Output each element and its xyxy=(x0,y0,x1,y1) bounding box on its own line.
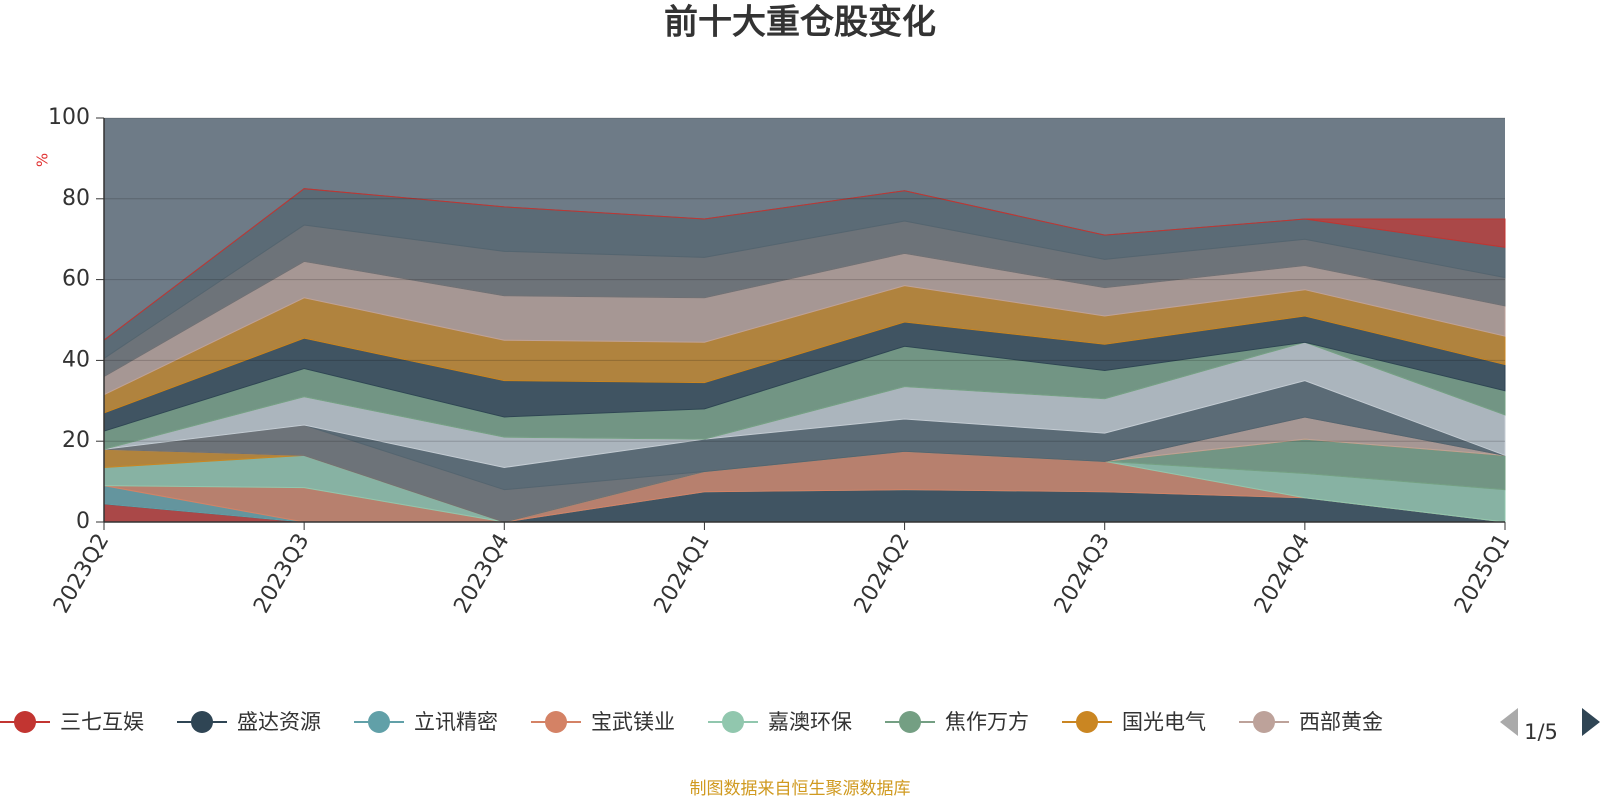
area xyxy=(103,188,1506,341)
x-tick-label: 2024Q1 xyxy=(650,530,715,618)
x-tick-label: 2025Q1 xyxy=(1450,530,1515,618)
y-unit: % xyxy=(34,153,52,167)
legend-marker xyxy=(14,711,36,733)
y-tick-label: 60 xyxy=(62,267,90,292)
legend-label: 宝武镁业 xyxy=(591,710,675,734)
source-note: 制图数据来自恒生聚源数据库 xyxy=(690,779,911,799)
legend-marker xyxy=(722,711,744,733)
x-tick-label: 2023Q3 xyxy=(249,530,314,618)
legend-marker xyxy=(368,711,390,733)
legend-marker xyxy=(545,711,567,733)
legend-next[interactable] xyxy=(1582,708,1600,736)
legend-prev[interactable] xyxy=(1500,708,1518,736)
y-tick-label: 80 xyxy=(62,186,90,211)
y-tick-label: 20 xyxy=(62,428,90,453)
x-tick-label: 2024Q2 xyxy=(850,530,915,618)
legend-page: 1/5 xyxy=(1524,720,1558,744)
legend-label: 国光电气 xyxy=(1122,710,1206,734)
legend-label: 焦作万方 xyxy=(945,710,1029,734)
legend-marker xyxy=(1076,711,1098,733)
legend-marker xyxy=(191,711,213,733)
x-tick-label: 2023Q4 xyxy=(449,530,514,618)
x-tick-label: 2024Q3 xyxy=(1050,530,1115,618)
legend-label: 盛达资源 xyxy=(237,710,321,734)
legend-label: 三七互娱 xyxy=(60,710,144,734)
y-tick-label: 0 xyxy=(76,509,90,534)
y-tick-label: 100 xyxy=(48,105,90,130)
y-tick-label: 40 xyxy=(62,347,90,372)
x-tick-label: 2023Q2 xyxy=(49,530,114,618)
legend-label: 立讯精密 xyxy=(414,710,498,734)
legend-label: 嘉澳环保 xyxy=(768,710,852,734)
legend-marker xyxy=(899,711,921,733)
legend-label: 西部黄金 xyxy=(1299,710,1383,734)
x-tick-label: 2024Q4 xyxy=(1250,530,1315,618)
legend-marker xyxy=(1253,711,1275,733)
chart-title: 前十大重仓股变化 xyxy=(664,3,936,43)
